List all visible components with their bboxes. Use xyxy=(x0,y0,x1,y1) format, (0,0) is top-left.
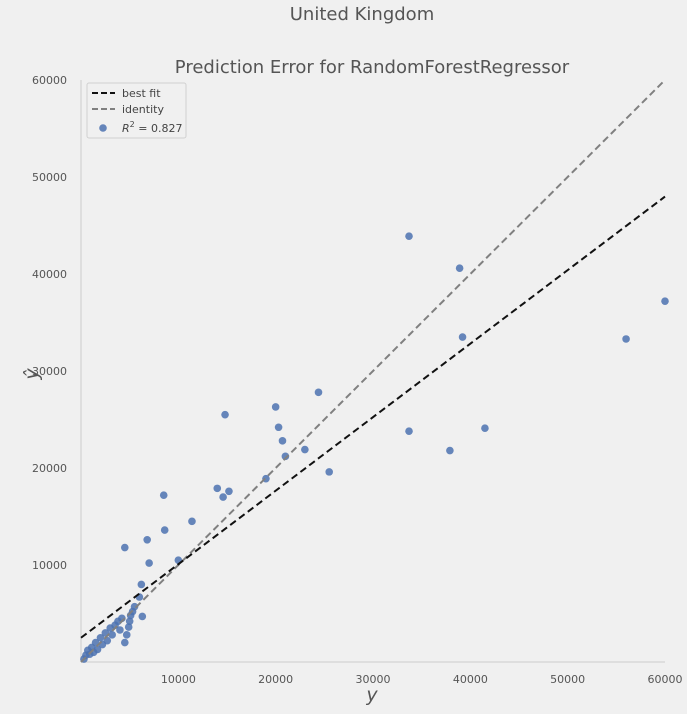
data-point xyxy=(121,638,129,647)
chart-suptitle: United Kingdom xyxy=(290,4,434,25)
data-point xyxy=(225,487,233,496)
x-tick-label: 40000 xyxy=(453,673,488,686)
legend-best-fit-label: best fit xyxy=(122,87,161,100)
data-point xyxy=(213,484,222,493)
data-point xyxy=(108,631,116,639)
data-point xyxy=(458,333,467,341)
data-point xyxy=(405,232,413,240)
legend-r2-marker xyxy=(99,124,107,132)
y-tick-label: 40000 xyxy=(32,268,67,281)
data-point xyxy=(455,264,464,272)
chart-title: Prediction Error for RandomForestRegress… xyxy=(175,57,570,78)
data-point xyxy=(274,423,283,432)
data-point xyxy=(405,427,413,435)
y-tick-label: 60000 xyxy=(32,74,67,87)
data-point xyxy=(116,626,124,634)
data-point xyxy=(481,424,489,433)
legend: best fit identity R2 = 0.827 xyxy=(86,82,187,139)
data-point xyxy=(124,623,133,631)
data-point xyxy=(160,526,169,534)
y-tick-label: 30000 xyxy=(32,365,67,378)
data-point xyxy=(130,602,139,611)
data-point xyxy=(219,493,227,501)
identity-line xyxy=(80,79,666,663)
best-fit-line xyxy=(80,195,666,639)
data-point xyxy=(159,491,168,499)
data-point xyxy=(122,631,131,639)
data-point xyxy=(325,468,334,476)
legend-r2-label: R2 = 0.827 xyxy=(122,120,182,135)
scatter-points xyxy=(80,232,669,663)
data-point xyxy=(93,645,102,654)
data-point xyxy=(96,633,105,642)
data-point xyxy=(278,437,287,445)
data-point xyxy=(137,580,146,589)
y-tick-label: 20000 xyxy=(32,462,67,475)
data-point xyxy=(446,446,454,455)
data-point xyxy=(622,335,630,343)
data-point xyxy=(145,559,153,567)
data-point xyxy=(125,617,134,626)
y-axis-label: ŷ xyxy=(21,368,43,381)
data-point xyxy=(661,297,669,305)
data-point xyxy=(143,535,151,544)
x-tick-label: 10000 xyxy=(161,673,196,686)
legend-identity-label: identity xyxy=(122,103,164,116)
legend-box xyxy=(86,82,187,139)
x-tick-label: 60000 xyxy=(648,673,683,686)
data-point xyxy=(271,403,280,411)
data-point xyxy=(121,543,129,552)
y-tick-label: 10000 xyxy=(32,559,67,572)
data-point xyxy=(188,517,196,526)
legend-r2-value: = 0.827 xyxy=(135,122,183,135)
data-point xyxy=(301,445,309,454)
axis-ticks: 10000 20000 30000 40000 50000 60000 10000 20000… xyxy=(32,74,683,686)
data-point xyxy=(314,388,323,397)
data-point xyxy=(221,410,229,419)
y-tick-label: 50000 xyxy=(32,171,67,184)
x-tick-label: 30000 xyxy=(356,673,391,686)
legend-r2-exponent: 2 xyxy=(130,120,135,129)
x-tick-label: 20000 xyxy=(258,673,293,686)
legend-r2-letter: R xyxy=(122,122,130,135)
data-point xyxy=(281,452,290,461)
x-axis-label: y xyxy=(365,684,378,706)
x-tick-label: 50000 xyxy=(550,673,585,686)
data-point xyxy=(138,612,147,621)
